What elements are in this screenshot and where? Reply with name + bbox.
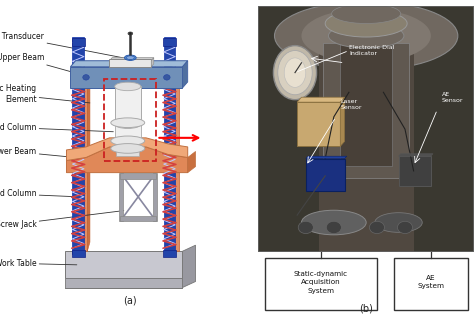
Polygon shape: [66, 147, 188, 173]
Text: Load Transducer: Load Transducer: [0, 32, 129, 59]
Bar: [118, 173, 123, 221]
Ellipse shape: [129, 32, 131, 35]
Text: Thread Column: Thread Column: [0, 189, 77, 198]
Ellipse shape: [284, 58, 306, 87]
Ellipse shape: [397, 221, 412, 234]
Text: Work Table: Work Table: [0, 259, 77, 268]
Text: Screw Jack: Screw Jack: [0, 211, 124, 228]
Ellipse shape: [301, 210, 366, 235]
Ellipse shape: [375, 213, 422, 232]
Text: Lower Beam: Lower Beam: [0, 147, 90, 159]
Ellipse shape: [328, 24, 404, 48]
Bar: [120, 123, 136, 141]
Bar: [163, 38, 176, 46]
Bar: [73, 37, 84, 254]
Polygon shape: [65, 278, 182, 288]
Polygon shape: [399, 154, 433, 156]
Ellipse shape: [369, 221, 384, 234]
Text: Heated Column: Heated Column: [0, 123, 113, 132]
Text: Electronic Dial
Indicator: Electronic Dial Indicator: [349, 45, 394, 56]
Text: Static-dynamic
Acquisition
System: Static-dynamic Acquisition System: [294, 271, 348, 294]
Bar: [153, 173, 157, 221]
Bar: [72, 38, 85, 46]
Text: AE
Sensor: AE Sensor: [442, 92, 463, 103]
Polygon shape: [188, 152, 196, 173]
Ellipse shape: [326, 221, 341, 234]
Polygon shape: [87, 70, 90, 251]
Polygon shape: [66, 138, 188, 161]
Polygon shape: [71, 61, 188, 67]
Polygon shape: [306, 156, 347, 159]
Bar: [115, 123, 141, 141]
Text: AE
System: AE System: [418, 275, 444, 289]
Ellipse shape: [274, 1, 458, 70]
Polygon shape: [151, 58, 154, 67]
Polygon shape: [71, 67, 182, 88]
Bar: [120, 215, 156, 221]
Text: Electric Heating
Element: Electric Heating Element: [0, 84, 90, 104]
Polygon shape: [340, 97, 345, 146]
Ellipse shape: [111, 136, 145, 146]
Bar: [394, 258, 467, 310]
Polygon shape: [182, 61, 188, 88]
Bar: [399, 156, 431, 186]
Text: (a): (a): [124, 296, 137, 306]
Polygon shape: [182, 245, 196, 288]
Polygon shape: [168, 70, 171, 251]
Ellipse shape: [128, 32, 133, 35]
Ellipse shape: [325, 10, 407, 37]
Ellipse shape: [111, 144, 145, 153]
Ellipse shape: [278, 50, 312, 95]
Polygon shape: [65, 251, 182, 278]
Polygon shape: [319, 50, 414, 252]
Polygon shape: [323, 43, 409, 178]
Polygon shape: [340, 36, 392, 166]
Ellipse shape: [332, 4, 401, 24]
Polygon shape: [77, 76, 87, 251]
Bar: [265, 258, 377, 310]
Ellipse shape: [111, 118, 145, 128]
Ellipse shape: [298, 221, 313, 234]
Bar: [120, 173, 156, 179]
Ellipse shape: [125, 55, 136, 60]
Bar: [72, 250, 85, 257]
Polygon shape: [109, 58, 154, 61]
Bar: [297, 102, 340, 146]
Ellipse shape: [83, 75, 89, 80]
Bar: [104, 79, 156, 161]
Bar: [109, 59, 151, 67]
Ellipse shape: [127, 56, 134, 60]
Text: (b): (b): [359, 304, 373, 314]
Text: Laser
Sensor: Laser Sensor: [340, 99, 362, 110]
Bar: [116, 148, 139, 156]
Bar: [163, 250, 176, 257]
Ellipse shape: [301, 9, 431, 63]
Bar: [115, 86, 141, 124]
Bar: [306, 159, 345, 191]
Text: Upper Beam: Upper Beam: [0, 53, 90, 77]
Ellipse shape: [115, 82, 141, 91]
Ellipse shape: [115, 120, 141, 129]
Bar: [164, 37, 175, 254]
Ellipse shape: [273, 46, 317, 100]
Ellipse shape: [164, 75, 170, 80]
Polygon shape: [297, 97, 345, 102]
Polygon shape: [168, 76, 179, 251]
